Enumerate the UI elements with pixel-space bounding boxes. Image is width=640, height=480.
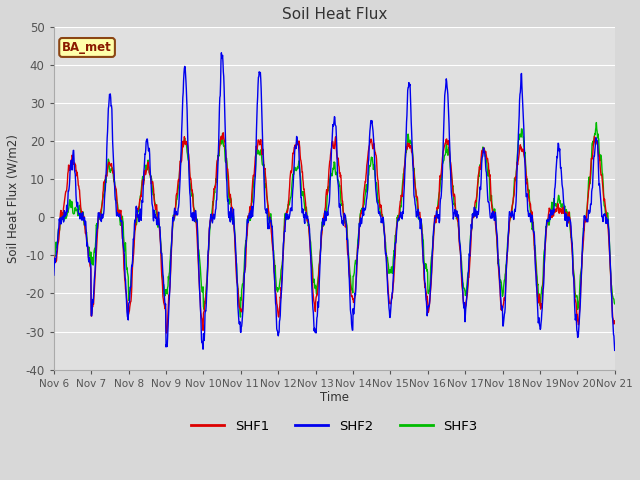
SHF3 [593, 120, 600, 125]
Text: BA_met: BA_met [62, 41, 112, 54]
SHF3 [611, 301, 618, 307]
Line: SHF1: SHF1 [54, 133, 614, 333]
SHF3 [50, 259, 58, 264]
SHF1 [545, 209, 553, 215]
SHF3 [237, 314, 244, 320]
SHF1 [175, 179, 183, 184]
SHF1 [495, 276, 503, 281]
SHF1 [220, 130, 227, 136]
SHF3 [495, 263, 503, 269]
SHF3 [422, 261, 429, 266]
Line: SHF3: SHF3 [54, 122, 614, 317]
SHF1 [161, 306, 169, 312]
Line: SHF2: SHF2 [54, 53, 614, 350]
SHF1 [50, 252, 58, 258]
SHF2 [611, 348, 618, 353]
SHF3 [161, 291, 169, 297]
SHF3 [175, 184, 182, 190]
SHF2 [218, 50, 225, 56]
SHF2 [238, 324, 246, 329]
SHF3 [545, 220, 552, 226]
SHF2 [545, 218, 552, 224]
SHF2 [175, 204, 182, 210]
Legend: SHF1, SHF2, SHF3: SHF1, SHF2, SHF3 [186, 415, 483, 438]
Title: Soil Heat Flux: Soil Heat Flux [282, 7, 387, 22]
SHF1 [163, 330, 170, 336]
X-axis label: Time: Time [320, 391, 349, 404]
SHF1 [238, 309, 246, 315]
SHF1 [611, 318, 618, 324]
SHF2 [495, 264, 503, 270]
Y-axis label: Soil Heat Flux (W/m2): Soil Heat Flux (W/m2) [7, 134, 20, 263]
SHF2 [50, 272, 58, 278]
SHF3 [238, 287, 246, 293]
SHF2 [161, 300, 169, 305]
SHF2 [422, 291, 429, 297]
SHF1 [422, 288, 430, 294]
